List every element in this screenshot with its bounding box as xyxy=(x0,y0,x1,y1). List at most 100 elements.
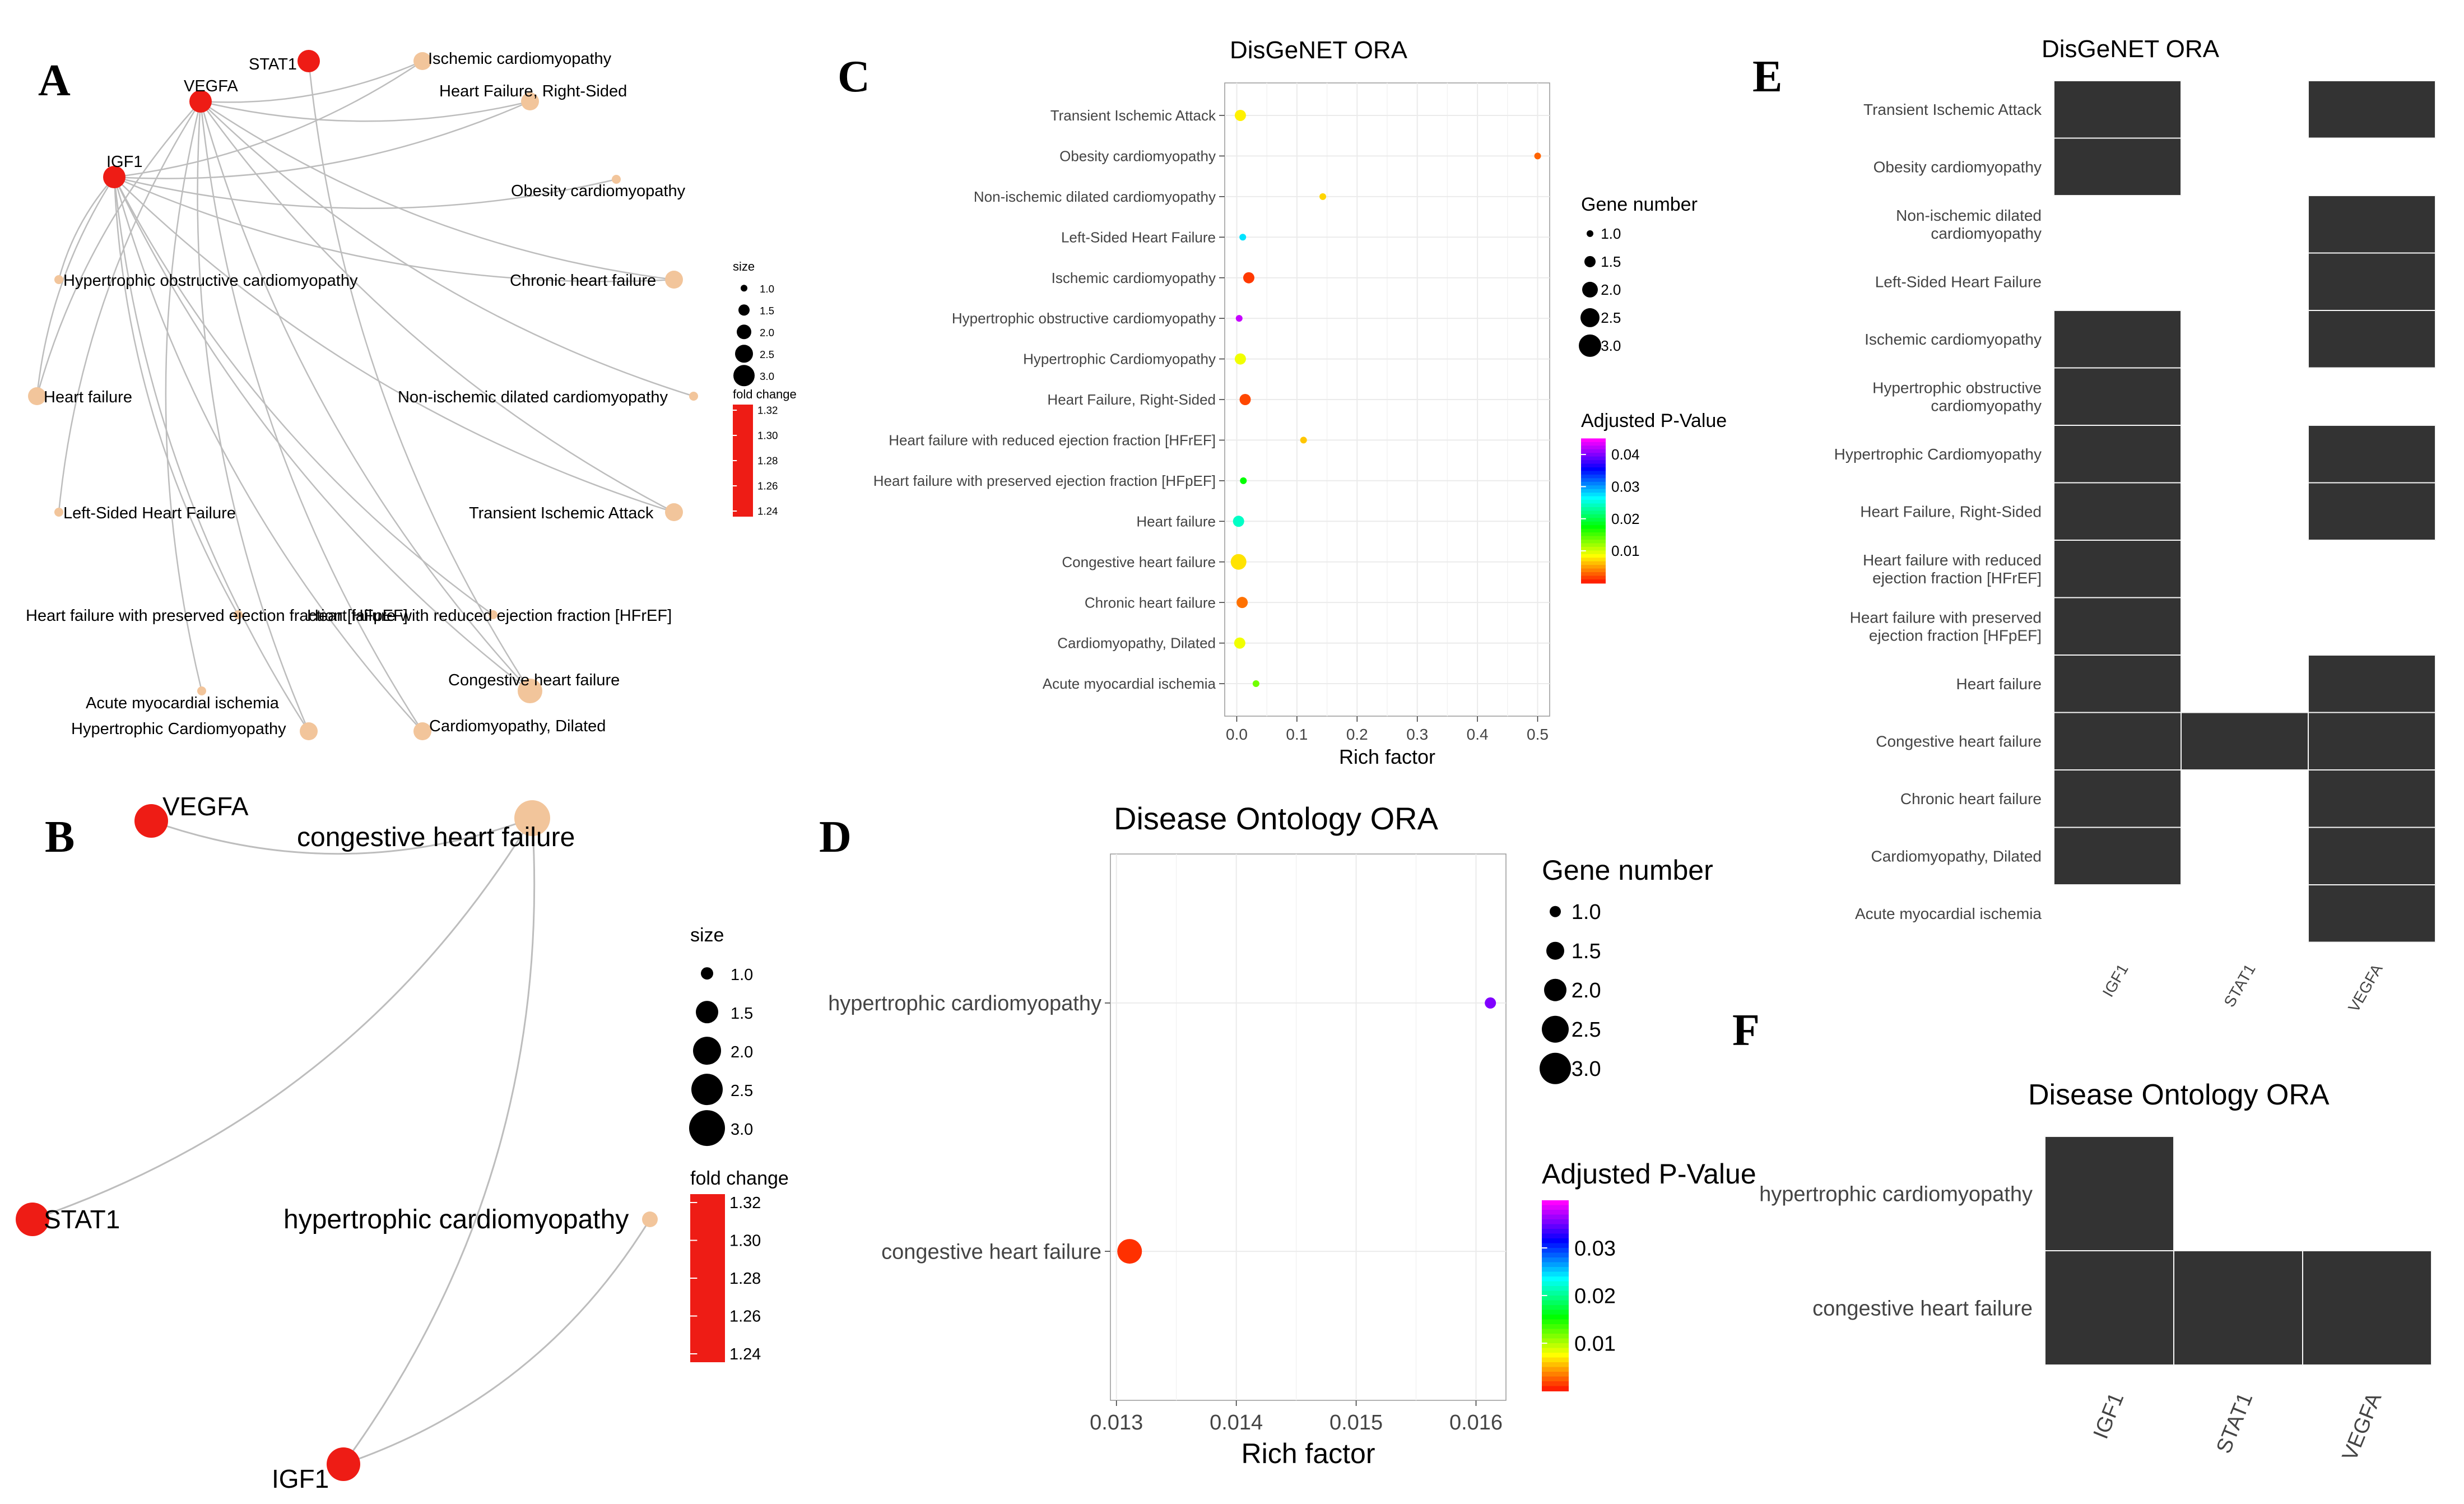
cell-transient-ischemic-attack-igf1 xyxy=(2053,80,2182,139)
disease-label-ischemic-cardiomyopathy: Ischemic cardiomyopathy xyxy=(428,50,612,68)
color-legend-bar-segment xyxy=(1581,507,1606,512)
color-legend-bar-segment xyxy=(1542,1362,1569,1368)
cell-congestive-heart-failure-stat1 xyxy=(2181,712,2309,770)
size-legend-label: 1.0 xyxy=(760,283,774,295)
disease-label-hypertrophic-obstructive-cardiomyopathy: Hypertrophic obstructive cardiomyopathy xyxy=(63,272,358,290)
disease-label-transient-ischemic-attack: Transient Ischemic Attack xyxy=(469,504,654,522)
column-label-stat1: STAT1 xyxy=(2212,1390,2257,1457)
color-legend-bar-segment xyxy=(1542,1386,1569,1391)
disease-label-acute-myocardial-ischemia: Acute myocardial ischemia xyxy=(86,694,280,712)
color-legend-bar-segment xyxy=(1581,561,1606,566)
size-legend-dot xyxy=(1542,1015,1569,1043)
color-legend-bar-segment xyxy=(1542,1319,1569,1325)
category-label: Transient Ischemic Attack xyxy=(1050,107,1216,124)
category-label: Heart failure with preserved ejection fr… xyxy=(873,472,1216,489)
size-legend-label: 1.5 xyxy=(760,305,774,317)
size-legend-title: Gene number xyxy=(1581,194,1698,215)
color-legend-bar-segment xyxy=(1542,1291,1569,1296)
category-label: Congestive heart failure xyxy=(1062,554,1216,570)
cell-heart-failure-with-preserved-ejection-fraction-hfpef-igf1 xyxy=(2053,597,2182,656)
edge-igf1-heart-failure-with-reduced-ejection-fraction-hfref xyxy=(113,177,494,616)
cell-obesity-cardiomyopathy-igf1 xyxy=(2053,137,2182,196)
row-label: ejection fraction [HFpEF] xyxy=(1869,627,2042,644)
row-label: Hypertrophic Cardiomyopathy xyxy=(1834,445,2042,463)
plot-title: Disease Ontology ORA xyxy=(1114,801,1439,836)
dot-heart-failure-right-sided xyxy=(1239,394,1251,405)
color-legend-label: 1.30 xyxy=(729,1232,761,1250)
color-legend-label: 0.04 xyxy=(1611,446,1640,463)
category-label: Left-Sided Heart Failure xyxy=(1061,229,1216,245)
disease-label-obesity-cardiomyopathy: Obesity cardiomyopathy xyxy=(511,182,686,200)
size-legend-dot xyxy=(689,1110,725,1146)
row-label: Cardiomyopathy, Dilated xyxy=(1871,848,2042,865)
size-legend-dot xyxy=(696,1001,718,1024)
color-legend-bar-segment xyxy=(1581,493,1606,497)
dot-ischemic-cardiomyopathy xyxy=(1243,272,1254,284)
row-label: Heart Failure, Right-Sided xyxy=(1860,503,2042,521)
panel-c: C DisGeNET ORA 0.0 0.1 0.2 0.3 0.4 0.5 Transien… xyxy=(838,36,1727,768)
disease-node-cardiomyopathy-dilated xyxy=(413,722,431,740)
x-tick-label: 0.014 xyxy=(1210,1411,1263,1435)
disease-label-heart-failure-with-preserved-ejection-fraction-hfpef: Heart failure with preserved ejection fr… xyxy=(26,607,408,625)
gene-node-igf1 xyxy=(103,166,125,188)
color-legend-bar-segment xyxy=(1581,463,1606,468)
color-legend-title: fold change xyxy=(690,1168,789,1189)
dot-chronic-heart-failure xyxy=(1236,597,1248,609)
cell-ischemic-cardiomyopathy-vegfa xyxy=(2308,310,2436,369)
color-legend-bar-segment xyxy=(1542,1338,1569,1344)
disease-node-non-ischemic-dilated-cardiomyopathy xyxy=(689,392,698,401)
panel-d: D Disease Ontology ORA 0.013 0.014 0.015 0.0… xyxy=(819,801,1756,1469)
cell-heart-failure-vegfa xyxy=(2308,654,2436,713)
size-legend-label: 1.5 xyxy=(731,1005,753,1023)
color-legend-bar-segment xyxy=(1542,1210,1569,1215)
color-legend-bar-segment xyxy=(1581,532,1606,537)
color-legend-label: 1.32 xyxy=(729,1194,761,1212)
color-legend-bar-segment xyxy=(1542,1276,1569,1282)
edge-stat1-congestive-heart-failure xyxy=(308,61,531,691)
row-label: Obesity cardiomyopathy xyxy=(1873,159,2042,176)
dot-left-sided-heart-failure xyxy=(1239,234,1247,241)
row-label: Acute myocardial ischemia xyxy=(1855,905,2042,922)
size-legend-label: 3.0 xyxy=(760,370,774,382)
color-legend-bar-segment xyxy=(1581,481,1606,486)
row-label: cardiomyopathy xyxy=(1931,397,2042,415)
size-legend-dot xyxy=(738,304,750,316)
row-label: Heart failure xyxy=(1956,675,2042,693)
color-legend-bar-segment xyxy=(1581,456,1606,461)
heatmap-title: DisGeNET ORA xyxy=(2042,35,2220,63)
cell-hypertrophic-cardiomyopathy-igf1 xyxy=(2053,425,2182,484)
size-legend-dot xyxy=(1580,308,1600,327)
disease-node-transient-ischemic-attack xyxy=(665,503,683,521)
color-legend-bar-segment xyxy=(1542,1233,1569,1239)
category-label: Heart failure with reduced ejection frac… xyxy=(889,432,1216,449)
disease-node-left-sided-heart-failure xyxy=(54,508,63,517)
category-label: Ischemic cardiomyopathy xyxy=(1052,270,1216,286)
color-legend-bar-segment xyxy=(1581,489,1606,494)
color-legend-label: 1.26 xyxy=(757,480,778,492)
color-legend-bar-segment xyxy=(1542,1205,1569,1210)
disease-node-ischemic-cardiomyopathy xyxy=(413,52,431,70)
row-label: Left-Sided Heart Failure xyxy=(1875,273,2042,291)
dot-hypertrophic-obstructive-cardiomyopathy xyxy=(1235,315,1243,322)
size-legend-title: size xyxy=(733,259,755,273)
edge-igf1-congestive-heart-failure xyxy=(342,818,536,1465)
disease-node-chronic-heart-failure xyxy=(665,271,683,289)
color-legend-bar-segment xyxy=(1542,1200,1569,1206)
color-legend-bar-segment xyxy=(1581,503,1606,508)
color-legend-label: 0.03 xyxy=(1574,1237,1616,1260)
cell-ischemic-cardiomyopathy-igf1 xyxy=(2053,310,2182,369)
color-legend-bar-segment xyxy=(1581,525,1606,530)
size-legend-dot xyxy=(693,1037,721,1065)
size-legend-dot xyxy=(733,365,755,387)
size-legend-label: 2.0 xyxy=(1572,979,1601,1002)
disease-node-heart-failure-right-sided xyxy=(521,92,539,110)
color-legend-bar-segment xyxy=(1581,540,1606,544)
row-label: Non-ischemic dilated xyxy=(1896,207,2042,224)
color-legend-bar-segment xyxy=(1542,1248,1569,1254)
color-legend-bar-segment xyxy=(1542,1238,1569,1244)
gene-label-vegfa: VEGFA xyxy=(162,792,249,821)
size-legend-label: 1.0 xyxy=(1601,225,1621,242)
color-legend-bar-segment xyxy=(1542,1267,1569,1273)
gene-node-igf1 xyxy=(327,1447,360,1481)
cell-congestive-heart-failure-igf1 xyxy=(2053,712,2182,770)
